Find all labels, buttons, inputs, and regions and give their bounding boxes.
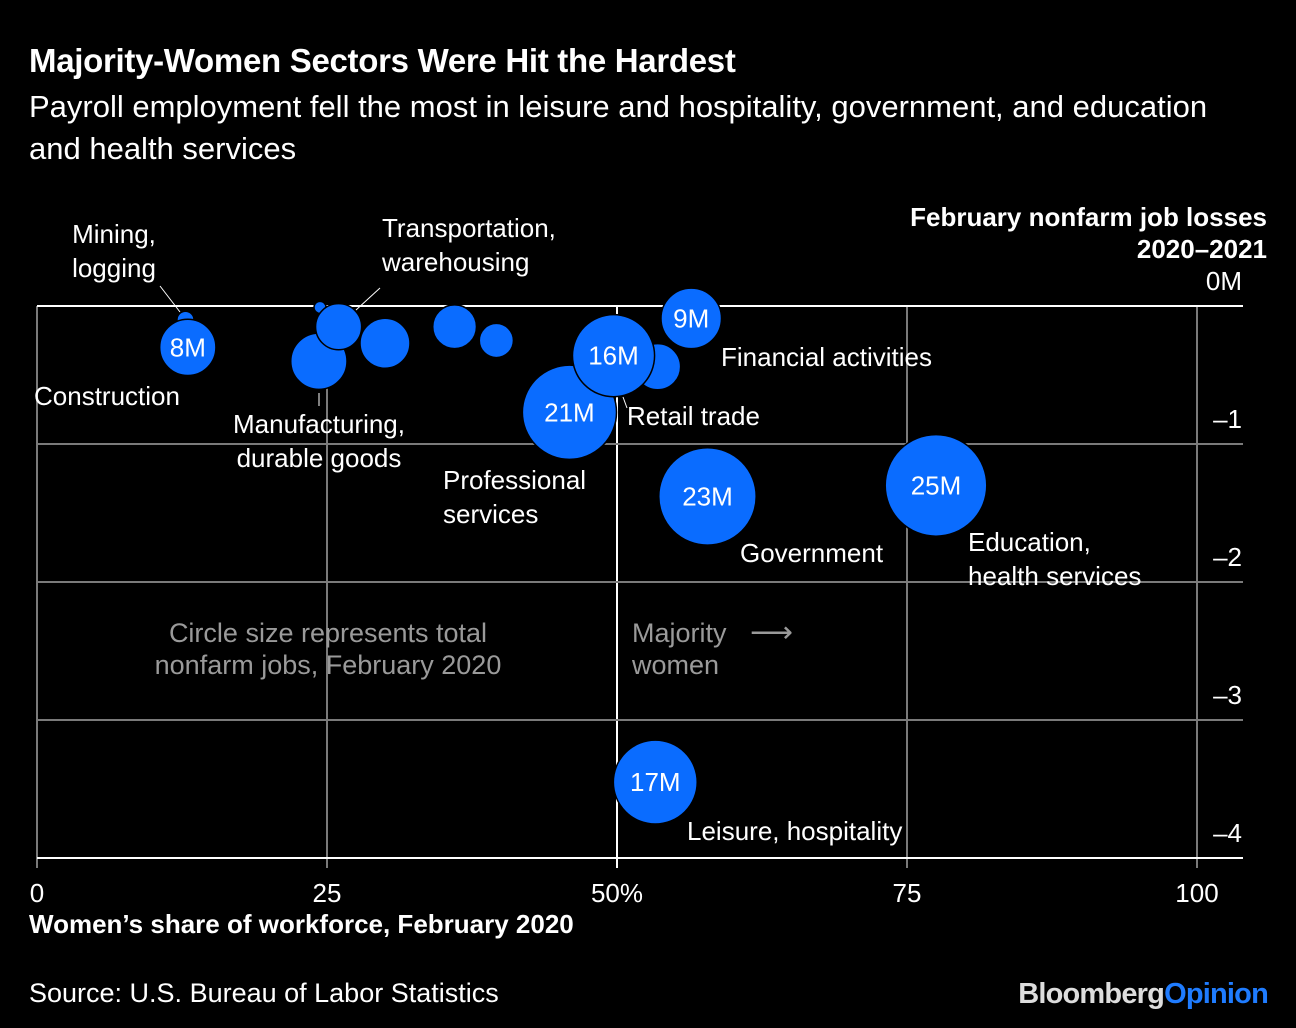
sector-label-line: Professional [443, 465, 586, 495]
sector-label: Mining, logging [72, 219, 156, 283]
arrow-right-icon: ⟶ [750, 616, 793, 649]
majority-note-line2: women [631, 650, 719, 680]
sector-label: Education, health services [968, 527, 1141, 591]
sector-label-line: Government [740, 538, 884, 568]
bubble-size-label: 21M [544, 397, 595, 427]
y-tick-label: –1 [1213, 404, 1242, 434]
bubble [359, 317, 411, 369]
bubble [571, 313, 656, 398]
majority-note-line1: Majority [632, 618, 727, 648]
sector-label-line: health services [968, 561, 1141, 591]
y-tick-label: –4 [1213, 818, 1242, 848]
y-tick-label: –3 [1213, 680, 1242, 710]
sector-label: Construction [34, 381, 180, 411]
x-tick-label: 50% [591, 878, 643, 908]
sector-label-line: Construction [34, 381, 180, 411]
y-tick-label: 0M [1206, 266, 1242, 296]
sector-label: Retail trade [627, 401, 760, 431]
size-note: Circle size represents total [169, 618, 487, 648]
sector-label-line: logging [72, 253, 156, 283]
bubble [884, 433, 988, 537]
leader-line [159, 285, 181, 313]
sector-label: Government [740, 538, 884, 568]
sector-label-line: Mining, [72, 219, 156, 249]
chart-subtitle: Payroll employment fell the most in leis… [29, 89, 1208, 166]
bubble [158, 318, 217, 377]
bubble [612, 739, 698, 825]
size-note-line2: nonfarm jobs, February 2020 [155, 650, 502, 680]
sector-label: Financial activities [721, 342, 932, 372]
y-tick-label: –2 [1213, 542, 1242, 572]
sector-label-line: Financial activities [721, 342, 932, 372]
x-tick-label: 25 [313, 878, 342, 908]
sector-label: Professional services [443, 465, 586, 529]
bubble-size-label: 25M [911, 470, 962, 500]
sector-label-line: durable goods [237, 443, 402, 473]
y-axis-title-line1: February nonfarm job losses [910, 202, 1267, 232]
sector-label-line: warehousing [381, 247, 529, 277]
sector-label-line: Education, [968, 527, 1091, 557]
bubble [314, 302, 363, 351]
bubble-size-label: 8M [170, 332, 206, 362]
bubble-size-label: 23M [682, 481, 733, 511]
bubble [431, 304, 478, 350]
bubble [478, 322, 515, 359]
x-tick-label: 100 [1175, 878, 1218, 908]
sector-label: Manufacturing, durable goods [233, 409, 405, 473]
bubble [660, 287, 723, 350]
source-note: Source: U.S. Bureau of Labor Statistics [29, 978, 499, 1008]
sector-label: Leisure, hospitality [687, 816, 902, 846]
sector-label-line: Retail trade [627, 401, 760, 431]
y-axis-title-line2: 2020–2021 [1137, 234, 1267, 264]
x-tick-label: 0 [30, 878, 44, 908]
sector-label-line: Leisure, hospitality [687, 816, 902, 846]
bubble-size-label: 9M [673, 303, 709, 333]
bubble [658, 446, 757, 546]
x-tick-label: 75 [893, 878, 922, 908]
sector-label-line: services [443, 499, 538, 529]
bubble-size-label: 17M [630, 767, 681, 797]
sector-label-line: Transportation, [382, 213, 556, 243]
bubble-size-label: 16M [588, 341, 639, 371]
leader-line [355, 287, 381, 311]
x-axis-title: Women’s share of workforce, February 202… [29, 909, 574, 939]
leader-line [622, 396, 628, 409]
bloomberg-opinion-logo: BloombergOpinion [1018, 978, 1269, 1010]
chart-title: Majority-Women Sectors Were Hit the Hard… [29, 42, 736, 79]
sector-label-line: Manufacturing, [233, 409, 405, 439]
sector-label: Transportation, warehousing [381, 213, 556, 277]
